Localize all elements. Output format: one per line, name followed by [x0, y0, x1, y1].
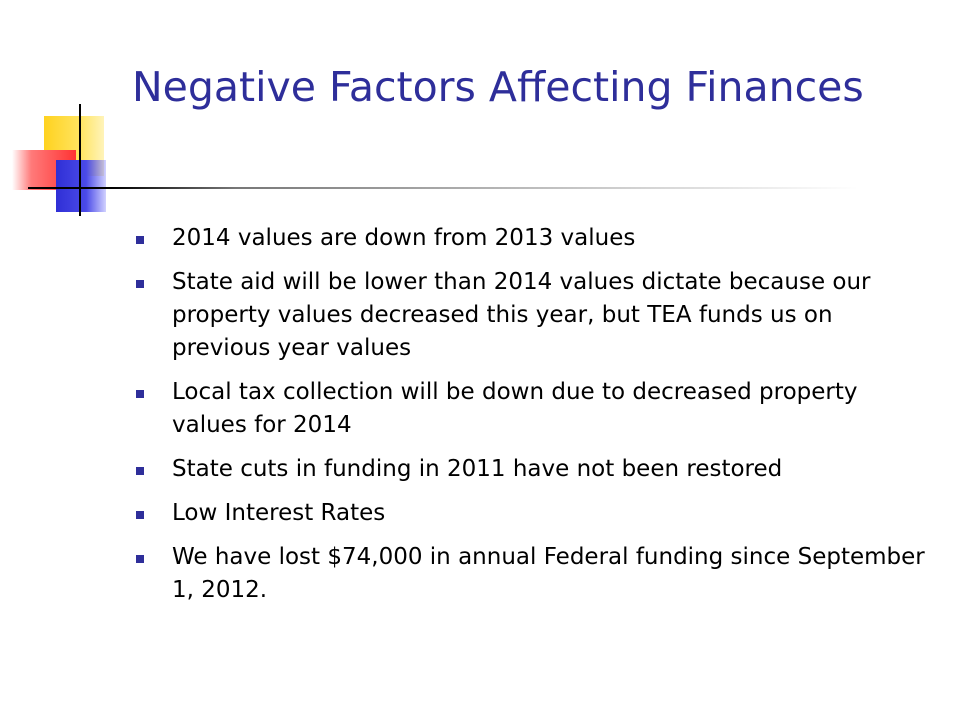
- bullet-square-icon: [136, 236, 144, 244]
- bullet-text: State aid will be lower than 2014 values…: [172, 269, 871, 361]
- bullet-square-icon: [136, 555, 144, 563]
- title-underline: [28, 187, 858, 189]
- bullet-square-icon: [136, 467, 144, 475]
- bullet-text: We have lost $74,000 in annual Federal f…: [172, 544, 925, 603]
- bullet-text: 2014 values are down from 2013 values: [172, 225, 636, 251]
- bullet-item: State aid will be lower than 2014 values…: [134, 266, 934, 365]
- slide-title: Negative Factors Affecting Finances: [132, 63, 864, 111]
- bullet-item: Low Interest Rates: [134, 497, 934, 530]
- bullet-text: State cuts in funding in 2011 have not b…: [172, 456, 783, 482]
- ornament-blue-square: [56, 160, 106, 212]
- bullet-item: 2014 values are down from 2013 values: [134, 222, 934, 255]
- bullet-square-icon: [136, 390, 144, 398]
- bullet-item: Local tax collection will be down due to…: [134, 376, 934, 442]
- bullet-list: 2014 values are down from 2013 values St…: [134, 222, 934, 618]
- decorative-ornament: [0, 0, 140, 230]
- bullet-text: Low Interest Rates: [172, 500, 386, 526]
- bullet-square-icon: [136, 280, 144, 288]
- bullet-square-icon: [136, 511, 144, 519]
- bullet-item: State cuts in funding in 2011 have not b…: [134, 453, 934, 486]
- bullet-item: We have lost $74,000 in annual Federal f…: [134, 541, 934, 607]
- ornament-vertical-line: [79, 104, 81, 216]
- bullet-text: Local tax collection will be down due to…: [172, 379, 858, 438]
